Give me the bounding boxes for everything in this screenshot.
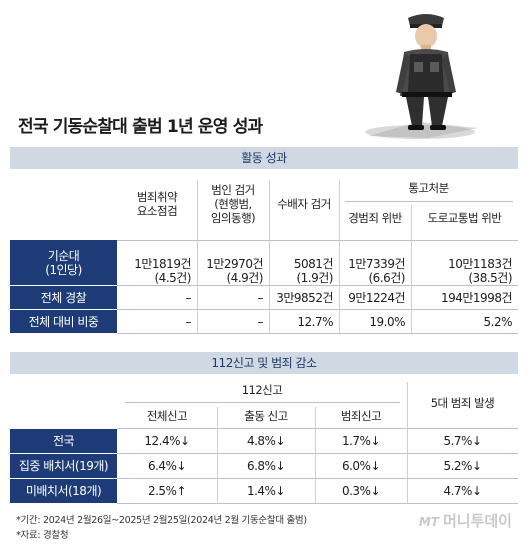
row-label-focused-stations: 집중 배치서(19개): [10, 454, 117, 478]
header-total-reports: 전체신고: [146, 409, 188, 423]
cell-s2r2-dispatch: 6.8%↓: [246, 459, 286, 473]
cell-r3-check: –: [185, 314, 192, 329]
publisher-watermark: MT 머니투데이: [419, 510, 512, 531]
watermark-text: 머니투데이: [442, 512, 512, 530]
header-five-major-crimes: 5대 범죄 발생: [430, 396, 495, 410]
cell-s2r3-major: 4.7%↓: [443, 484, 482, 498]
cell-s2r1-dispatch: 4.8%↓: [246, 434, 286, 448]
header-criminal-arrest: 범인 검거 (현행범, 임의동행): [210, 183, 256, 225]
cell-r2-traffic: 194만1998건: [440, 290, 513, 305]
header-wanted-arrest: 수배자 검거: [277, 197, 331, 211]
header-crime-vulnerability-check: 범죄취약 요소점검: [136, 190, 178, 218]
section-heading-reports: 112신고 및 범죄 감소: [10, 352, 518, 374]
cell-r3-wanted: 12.7%: [297, 314, 333, 329]
row-label-nationwide: 전국: [10, 429, 117, 453]
page-title: 전국 기동순찰대 출범 1년 운영 성과: [18, 117, 263, 137]
footnote-period: *기간: 2024년 2월26일~2025년 2월25일(2024년 2월 기동…: [16, 515, 307, 526]
cell-s2r1-crime: 1.7%↓: [341, 434, 381, 448]
row-label-non-deployed-stations: 미배치서(18개): [10, 479, 117, 503]
watermark-logo: MT: [418, 515, 439, 529]
cell-r1-minor: 1만7339건 (6.6건): [348, 257, 405, 285]
cell-s2r3-crime: 0.3%↓: [341, 484, 381, 498]
cell-s2r1-total: 12.4%↓: [144, 434, 190, 448]
cell-r1-wanted: 5081건 (1.9건): [293, 257, 334, 285]
cell-s2r2-crime: 6.0%↓: [341, 459, 381, 473]
header-notice-disposition: 통고처분: [408, 181, 449, 195]
cell-s2r2-major: 5.2%↓: [443, 459, 482, 473]
cell-s2r3-dispatch: 1.4%↓: [246, 484, 286, 498]
footnote-source: *자료: 경찰청: [16, 530, 69, 541]
cell-r3-arrest: –: [257, 314, 264, 329]
cell-r2-arrest: –: [257, 290, 264, 305]
header-crime-reports: 범죄신고: [340, 409, 382, 423]
row-label-all-police: 전체 경찰: [10, 286, 117, 309]
cell-s2r3-total: 2.5%↑: [147, 484, 187, 498]
cell-r2-check: –: [185, 290, 192, 305]
header-traffic-violation: 도로교통법 위반: [427, 211, 502, 225]
section-heading-activity: 활동 성과: [10, 147, 518, 169]
header-112-reports: 112신고: [241, 383, 283, 397]
row-label-share: 전체 대비 비중: [10, 310, 117, 333]
row-label-patrol-unit: 기순대 (1인당): [10, 240, 117, 285]
cell-s2r2-total: 6.4%↓: [147, 459, 187, 473]
cell-r2-wanted: 3만9852건: [276, 290, 333, 305]
police-officer-illustration: [365, 14, 478, 139]
header-minor-offense: 경범죄 위반: [348, 211, 402, 225]
header-dispatch-reports: 출동 신고: [244, 409, 288, 423]
cell-r1-check: 1만1819건 (4.5건): [134, 257, 191, 285]
cell-r3-traffic: 5.2%: [483, 314, 513, 329]
cell-r1-traffic: 10만1183건 (38.5건): [448, 257, 512, 285]
cell-r3-minor: 19.0%: [369, 314, 405, 329]
cell-s2r1-major: 5.7%↓: [443, 434, 482, 448]
cell-r2-minor: 9만1224건: [348, 290, 405, 305]
cell-r1-arrest: 1만2970건 (4.9건): [206, 257, 263, 285]
